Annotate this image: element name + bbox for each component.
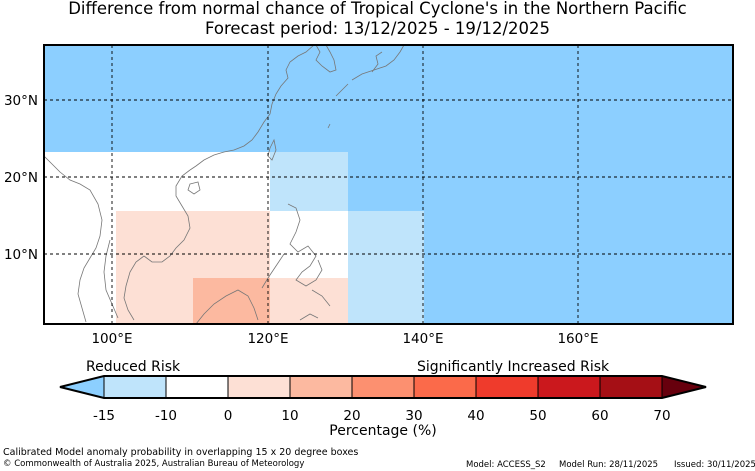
colorbar-bin-minus15	[104, 376, 166, 398]
colorbar-tick: -10	[155, 408, 177, 424]
colorbar-outline	[59, 375, 707, 399]
colorbar-bin-30	[414, 376, 476, 398]
coastlines	[44, 45, 405, 324]
colorbar: Reduced Risk Significantly Increased Ris…	[59, 359, 707, 439]
colorbar-tick: 60	[591, 408, 608, 424]
colorbar-tick: 40	[467, 408, 484, 424]
colorbar-bin-minus10	[166, 376, 228, 398]
colorbar-tick: 0	[224, 408, 233, 424]
increased-risk-region-20pct	[193, 278, 270, 324]
reduced-risk-label: Reduced Risk	[86, 359, 181, 375]
lat-tick-30n: 30°N	[4, 93, 38, 109]
colorbar-tick: 30	[405, 408, 422, 424]
colorbar-tick: -15	[93, 408, 115, 424]
axis-labels: 100°E 120°E 140°E 160°E 10°N 20°N 30°N	[4, 93, 599, 347]
colorbar-tick: 20	[343, 408, 360, 424]
colorbar-tick: 10	[281, 408, 298, 424]
colorbar-axis-label: Percentage (%)	[329, 423, 436, 439]
colorbar-bin-10	[290, 376, 352, 398]
colorbar-bin-60	[600, 376, 662, 398]
lat-tick-10n: 10°N	[4, 247, 38, 263]
increased-risk-label: Significantly Increased Risk	[417, 359, 610, 375]
footer-model: Model: ACCESS_S2	[466, 460, 546, 470]
colorbar-bin-40	[476, 376, 538, 398]
colorbar-bin-0	[228, 376, 290, 398]
map-title: Difference from normal chance of Tropica…	[68, 0, 687, 18]
lon-tick-100e: 100°E	[91, 331, 132, 347]
footer-model-run: Model Run: 28/11/2025	[559, 460, 659, 470]
footer-description: Calibrated Model anomaly probability in …	[3, 447, 359, 458]
footer-copyright: © Commonwealth of Australia 2025, Austra…	[3, 459, 305, 469]
lon-tick-160e: 160°E	[557, 331, 598, 347]
map-frame	[43, 44, 734, 325]
map-panel	[44, 45, 733, 324]
footer-issued: Issued: 30/11/2025	[674, 460, 755, 470]
colorbar-tick: 70	[653, 408, 670, 424]
colorbar-arrow-low	[60, 376, 104, 398]
colorbar-bin-50	[538, 376, 600, 398]
lat-tick-20n: 20°N	[4, 170, 38, 186]
colorbar-tick: 50	[529, 408, 546, 424]
neutral-region-philippines	[270, 211, 348, 278]
slight-reduced-region-north	[270, 152, 348, 211]
colorbar-arrow-high	[662, 376, 706, 398]
lon-tick-140e: 140°E	[402, 331, 443, 347]
forecast-period-subtitle: Forecast period: 13/12/2025 - 19/12/2025	[204, 19, 551, 38]
colorbar-bin-20	[352, 376, 414, 398]
increased-risk-region-south	[270, 278, 348, 324]
lon-tick-120e: 120°E	[247, 331, 288, 347]
slight-reduced-region-east	[348, 211, 424, 324]
gridlines	[44, 45, 733, 324]
